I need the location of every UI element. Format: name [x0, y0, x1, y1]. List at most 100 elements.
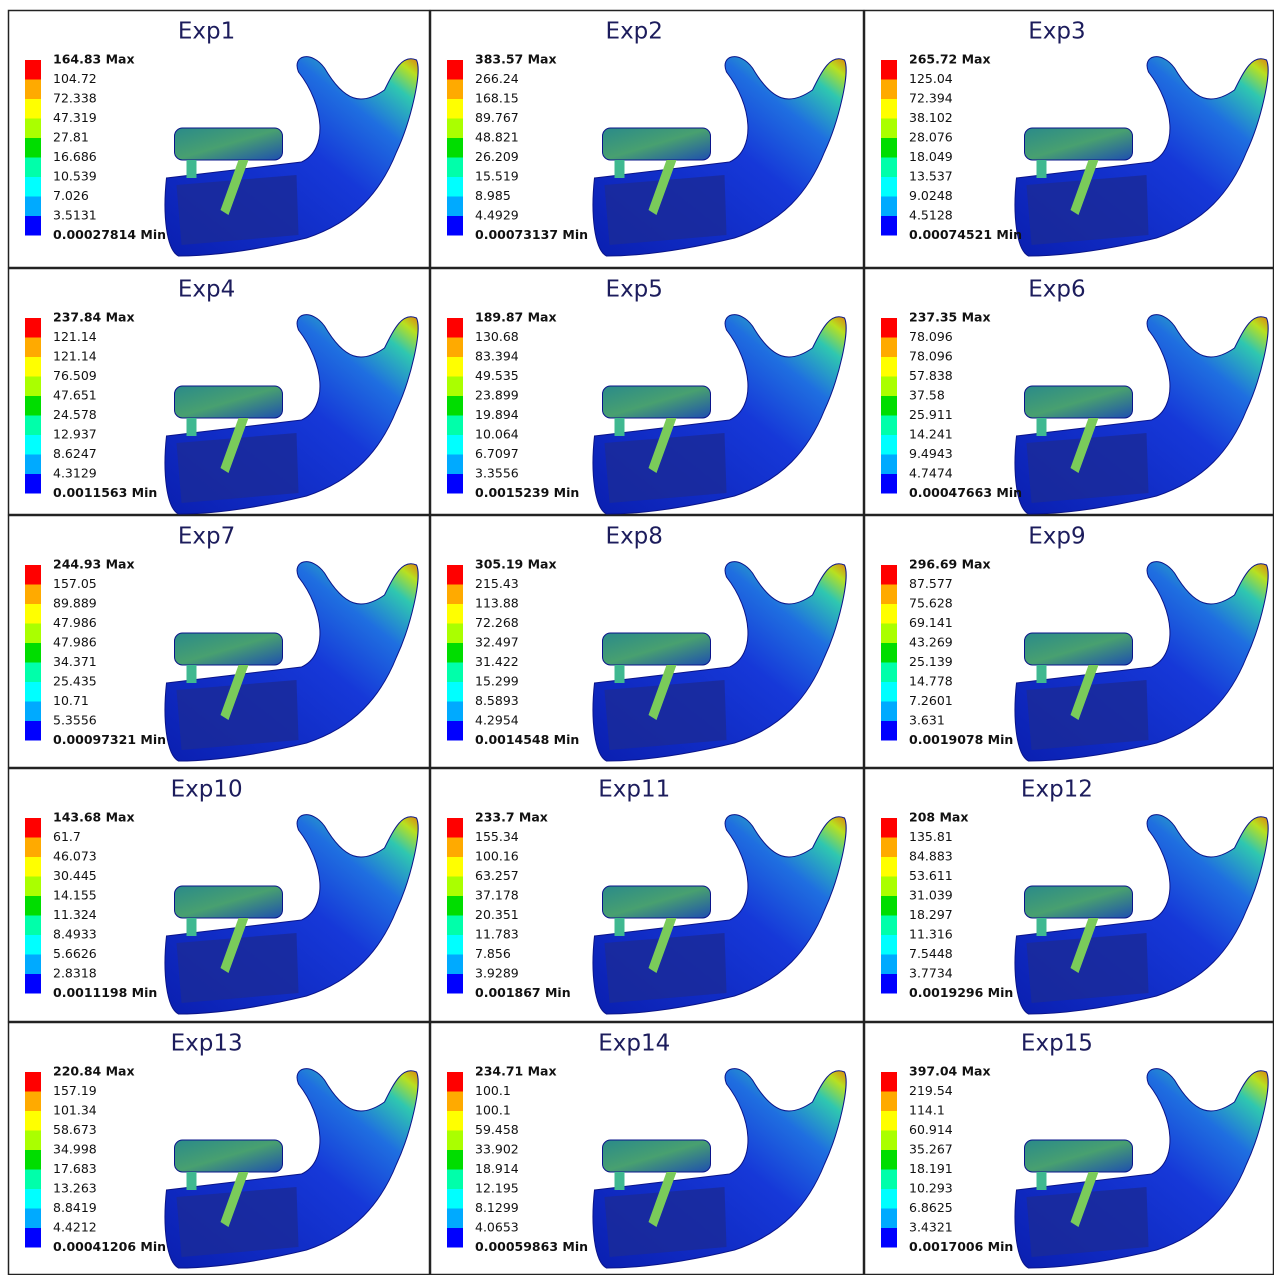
legend-swatch: [25, 663, 41, 683]
legend-label: 17.683: [53, 1161, 97, 1176]
legend-label: 11.783: [475, 927, 519, 942]
legend-label: 4.4212: [53, 1220, 97, 1235]
legend-label: 32.497: [475, 635, 519, 650]
legend-label: 164.83 Max: [53, 52, 135, 67]
legend-label: 72.268: [475, 615, 519, 630]
legend-label: 10.064: [475, 427, 519, 442]
legend-swatch: [25, 60, 41, 80]
legend-label: 72.394: [909, 91, 953, 106]
panel: Exp10143.68 Max61.746.07330.44514.15511.…: [9, 769, 430, 1022]
legend-label: 4.3129: [53, 466, 97, 481]
legend-label: 37.178: [475, 888, 519, 903]
mandible: [165, 315, 418, 514]
legend-swatch: [447, 702, 463, 722]
legend-swatch: [447, 682, 463, 702]
legend-swatch: [447, 1189, 463, 1209]
mandible: [1015, 815, 1268, 1014]
legend-label: 3.3556: [475, 466, 519, 481]
legend-swatch: [447, 896, 463, 916]
legend-label: 8.8419: [53, 1200, 97, 1215]
legend-label: 100.1: [475, 1083, 511, 1098]
legend-swatch: [447, 604, 463, 624]
legend-label: 14.778: [909, 674, 953, 689]
legend-label: 84.883: [909, 849, 953, 864]
legend-label: 12.195: [475, 1181, 519, 1196]
panel: Exp1164.83 Max104.7272.33847.31927.8116.…: [9, 11, 430, 268]
legend-swatch: [447, 455, 463, 475]
legend-label: 18.914: [475, 1161, 519, 1176]
legend-swatch: [25, 1228, 41, 1248]
legend-label: 244.93 Max: [53, 557, 135, 572]
legend-label: 18.191: [909, 1161, 953, 1176]
mandible: [165, 562, 418, 761]
legend-swatch: [447, 1209, 463, 1229]
legend-label: 2.8318: [53, 966, 97, 981]
legend-swatch: [25, 955, 41, 975]
mandible: [165, 815, 418, 1014]
legend-swatch: [25, 1170, 41, 1190]
legend-label: 46.073: [53, 849, 97, 864]
legend-swatch: [25, 896, 41, 916]
legend-label: 8.985: [475, 188, 511, 203]
legend-swatch: [447, 1150, 463, 1170]
legend-swatch: [25, 177, 41, 197]
panel: Exp14234.71 Max100.1100.159.45833.90218.…: [431, 1023, 864, 1275]
legend-label: 0.00027814 Min: [53, 227, 166, 242]
legend-label: 266.24: [475, 71, 519, 86]
legend-swatch: [25, 1072, 41, 1092]
legend-label: 113.88: [475, 596, 519, 611]
legend-swatch: [881, 119, 897, 139]
legend-swatch: [881, 396, 897, 416]
plate: [615, 160, 625, 178]
legend-label: 100.16: [475, 849, 519, 864]
legend-label: 208 Max: [909, 810, 968, 825]
legend-label: 6.7097: [475, 446, 519, 461]
legend-swatch: [881, 357, 897, 377]
legend-label: 5.6626: [53, 946, 97, 961]
mandible: [593, 1069, 846, 1268]
panel-title: Exp11: [598, 777, 670, 803]
legend-swatch: [25, 877, 41, 897]
legend-label: 15.299: [475, 674, 519, 689]
legend-label: 237.84 Max: [53, 310, 135, 325]
mandible: [593, 57, 846, 256]
panel-title: Exp9: [1028, 524, 1085, 550]
legend-label: 63.257: [475, 868, 519, 883]
legend-swatch: [25, 1150, 41, 1170]
legend-label: 75.628: [909, 596, 953, 611]
legend-swatch: [447, 565, 463, 585]
legend-label: 20.351: [475, 907, 519, 922]
plate: [1037, 665, 1047, 683]
legend-label: 7.026: [53, 188, 89, 203]
legend-label: 296.69 Max: [909, 557, 991, 572]
legend-label: 25.139: [909, 654, 953, 669]
legend-label: 234.71 Max: [475, 1064, 557, 1079]
panel: Exp8305.19 Max215.43113.8872.26832.49731…: [431, 516, 864, 768]
panel: Exp6237.35 Max78.09678.09657.83837.5825.…: [865, 269, 1274, 515]
plate: [615, 918, 625, 936]
legend-swatch: [881, 416, 897, 436]
panel-title: Exp10: [171, 777, 243, 803]
legend-label: 89.889: [53, 596, 97, 611]
legend-swatch: [25, 857, 41, 877]
legend-label: 0.0011198 Min: [53, 985, 157, 1000]
legend-swatch: [881, 1170, 897, 1190]
legend-label: 130.68: [475, 329, 519, 344]
legend-label: 10.539: [53, 169, 97, 184]
legend-swatch: [447, 338, 463, 358]
legend-label: 121.14: [53, 349, 97, 364]
legend-label: 18.297: [909, 907, 953, 922]
legend-label: 100.1: [475, 1103, 511, 1118]
legend-label: 53.611: [909, 868, 953, 883]
teeth-block: [175, 386, 283, 418]
legend-swatch: [25, 565, 41, 585]
legend-swatch: [881, 877, 897, 897]
legend-label: 237.35 Max: [909, 310, 991, 325]
legend-label: 8.1299: [475, 1200, 519, 1215]
panel-title: Exp6: [1028, 277, 1085, 303]
legend-label: 0.00097321 Min: [53, 732, 166, 747]
legend-swatch: [881, 1189, 897, 1209]
legend-label: 10.71: [53, 693, 89, 708]
legend-swatch: [447, 474, 463, 494]
